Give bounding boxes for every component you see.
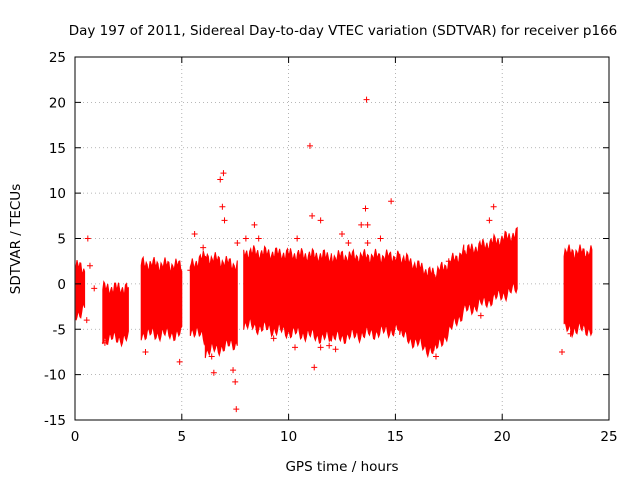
data-band	[563, 244, 593, 339]
data-point	[191, 230, 198, 237]
data-point	[462, 299, 469, 306]
data-point	[294, 235, 301, 242]
data-band	[102, 280, 129, 348]
data-point	[490, 203, 497, 210]
data-point	[234, 240, 241, 247]
data-band	[140, 255, 183, 343]
data-point	[270, 335, 277, 342]
data-point	[567, 330, 574, 337]
data-point	[219, 203, 226, 210]
data-point	[332, 346, 339, 353]
y-tick-labels: -15 -10 -5 0 5 10 15 20 25	[44, 50, 66, 429]
data-point	[233, 406, 240, 413]
data-point	[445, 258, 452, 265]
data-point	[84, 235, 91, 242]
data-point	[317, 344, 324, 351]
data-point	[358, 221, 365, 228]
x-tick-label: 10	[280, 429, 297, 445]
data-point	[210, 369, 217, 376]
data-point	[142, 348, 149, 355]
data-point	[176, 358, 183, 365]
data-band	[399, 252, 435, 359]
data-point	[326, 342, 333, 349]
data-point	[187, 267, 194, 274]
data-point	[306, 142, 313, 149]
data-point	[363, 96, 370, 103]
data-point	[582, 289, 589, 296]
data-point	[311, 364, 318, 371]
data-band	[243, 245, 332, 344]
data-point	[309, 212, 316, 219]
data-point	[217, 176, 224, 183]
data-point	[317, 217, 324, 224]
data-point	[388, 198, 395, 205]
x-tick-label: 25	[600, 429, 617, 445]
y-tick-label: 10	[49, 186, 66, 202]
y-tick-label: 15	[49, 141, 66, 157]
data-point	[432, 353, 439, 360]
data-band	[463, 226, 518, 316]
x-tick-label: 5	[178, 429, 187, 445]
data-point	[255, 235, 262, 242]
data-point	[364, 221, 371, 228]
data-point	[221, 217, 228, 224]
y-tick-label: 20	[49, 95, 66, 111]
data-band	[189, 250, 206, 346]
data-point	[251, 221, 258, 228]
grid	[75, 57, 609, 420]
x-tick-labels: 0 5 10 15 20 25	[71, 429, 618, 445]
data-band	[75, 260, 86, 321]
data-point	[362, 205, 369, 212]
data-point	[477, 312, 484, 319]
x-tick-label: 15	[387, 429, 404, 445]
y-tick-label: -10	[44, 368, 66, 384]
y-tick-label: 0	[57, 277, 66, 293]
data-point	[232, 378, 239, 385]
x-tick-label: 20	[494, 429, 511, 445]
data-point	[439, 330, 446, 337]
data-point	[584, 253, 591, 260]
data-point	[292, 344, 299, 351]
data-point	[377, 235, 384, 242]
y-tick-label: -15	[44, 413, 66, 429]
data-point	[208, 353, 215, 360]
y-tick-label: 5	[57, 232, 66, 248]
data-point	[230, 367, 237, 374]
x-axis-label: GPS time / hours	[285, 459, 398, 475]
data-point	[242, 235, 249, 242]
y-tick-label: -5	[53, 322, 66, 338]
data-point	[86, 262, 93, 269]
y-tick-label: 25	[49, 50, 66, 66]
data-band	[204, 252, 238, 359]
data-point	[559, 348, 566, 355]
chart-title: Day 197 of 2011, Sidereal Day-to-day VTE…	[69, 23, 618, 39]
data-point	[91, 285, 98, 292]
data-band	[330, 248, 401, 345]
y-axis-label: SDTVAR / TECUs	[8, 184, 24, 294]
data-point	[200, 244, 207, 251]
data-point	[339, 230, 345, 237]
data-point	[220, 170, 227, 177]
data-point	[101, 339, 108, 346]
x-tick-label: 0	[71, 429, 80, 445]
data-point	[486, 217, 493, 224]
data-point	[83, 317, 90, 324]
data-point	[364, 240, 371, 247]
data-point	[345, 240, 352, 247]
ticks	[74, 56, 610, 421]
data-layer	[75, 96, 593, 413]
